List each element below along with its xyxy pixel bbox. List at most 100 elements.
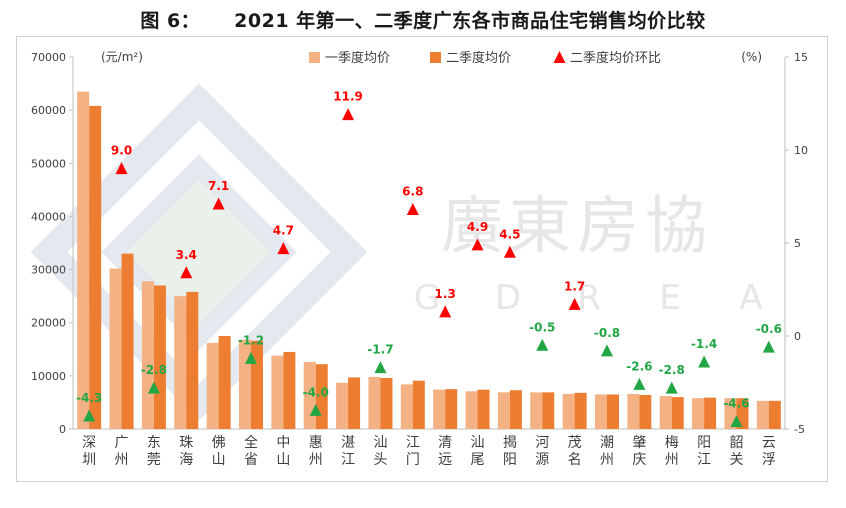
bar-q2-12	[477, 389, 490, 429]
change-marker-8	[342, 108, 355, 121]
bar-q2-5	[251, 340, 263, 429]
change-marker-13	[503, 245, 516, 258]
bar-q1-4	[206, 342, 219, 429]
bar-q2-1	[121, 253, 134, 429]
change-label-6: 4.7	[273, 224, 294, 238]
right-tick-label: 10	[794, 144, 808, 157]
bar-q1-13	[497, 392, 510, 429]
category-label-5: 全省	[244, 434, 258, 468]
marker-series-group: -4.3 9.0 -2.8 3.4 7.1 -1.2 4.7 -4.0 11.9 -1.7 6.8 1…	[76, 90, 782, 428]
bar-q1-10	[400, 384, 413, 429]
bar-q1-21	[756, 400, 769, 429]
category-label-4: 佛山	[212, 435, 226, 468]
watermark-letter: A	[739, 278, 762, 318]
category-label-16: 潮州	[600, 435, 614, 468]
change-marker-9	[374, 361, 387, 374]
category-label-1: 广州	[115, 435, 129, 468]
bar-q2-13	[509, 390, 522, 429]
category-label-3: 珠海	[179, 435, 193, 468]
left-axis-unit: (元/m²)	[101, 50, 143, 64]
bar-q1-9	[368, 376, 381, 429]
change-marker-16	[601, 344, 613, 357]
change-label-10: 6.8	[402, 185, 423, 199]
category-label-20: 韶关	[729, 435, 743, 468]
watermark-letter: G	[414, 278, 440, 318]
bar-q2-21	[768, 400, 781, 429]
bar-q2-17	[639, 394, 652, 429]
category-label-7: 惠州	[309, 435, 323, 468]
bar-q2-0	[89, 105, 102, 430]
right-tick-label: 15	[794, 51, 808, 64]
bar-q1-3	[174, 296, 187, 429]
category-label-14: 河源	[535, 435, 549, 468]
bar-q2-19	[704, 397, 717, 429]
bar-q1-0	[77, 91, 90, 430]
legend-label-2: 二季度均价环比	[570, 50, 661, 66]
category-label-0: 深圳	[82, 435, 96, 468]
figure-number: 图 6：	[140, 10, 201, 32]
change-label-15: 1.7	[564, 279, 585, 293]
change-label-18: -2.8	[659, 363, 685, 377]
left-tick-label: 60000	[31, 104, 66, 117]
change-label-5: -1.2	[238, 333, 264, 347]
change-label-16: -0.8	[594, 326, 620, 340]
change-marker-0	[83, 409, 96, 422]
bar-q2-15	[574, 392, 587, 429]
left-tick-label: 50000	[31, 157, 66, 170]
bar-q1-2	[141, 281, 154, 429]
category-label-10: 江门	[406, 435, 420, 468]
category-label-6: 中山	[276, 435, 290, 468]
change-label-7: -4.0	[303, 385, 329, 399]
category-labels: 深圳广州东莞珠海佛山全省中山惠州湛江汕头江门清远汕尾揭阳河源茂名潮州肇庆梅州阳江…	[82, 434, 776, 468]
change-label-20: -4.6	[723, 397, 749, 411]
change-marker-4	[212, 197, 225, 210]
category-label-13: 揭阳	[503, 435, 517, 468]
change-label-12: 4.9	[467, 220, 488, 234]
bar-q1-19	[692, 398, 705, 429]
left-tick-label: 70000	[31, 51, 66, 64]
change-marker-19	[698, 355, 711, 368]
bar-q1-12	[465, 391, 478, 429]
bar-series-group	[77, 91, 781, 430]
watermark-letter: E	[659, 278, 680, 318]
category-label-18: 梅州	[665, 435, 679, 468]
left-tick-label: 0	[59, 423, 66, 436]
change-label-11: 1.3	[435, 287, 456, 301]
change-marker-11	[439, 305, 452, 318]
category-label-21: 云浮	[762, 435, 776, 468]
bar-q2-10	[412, 380, 425, 429]
category-label-12: 汕尾	[471, 435, 485, 468]
legend-swatch-1	[430, 52, 441, 63]
chart-title: 图 6： 2021 年第一、二季度广东各市商品住宅销售均价比较	[0, 6, 846, 33]
legend: 一季度均价 二季度均价 二季度均价环比	[309, 50, 661, 66]
category-label-17: 肇庆	[632, 435, 646, 468]
legend-swatch-0	[309, 52, 320, 63]
change-marker-5	[245, 351, 257, 364]
bar-q2-4	[218, 336, 231, 429]
legend-swatch-2	[553, 51, 566, 63]
category-label-15: 茂名	[568, 434, 582, 468]
bar-q1-16	[595, 394, 607, 429]
left-axis: 0 10000 20000 30000 40000 50000 60000 70000 (元/m…	[31, 50, 785, 436]
bar-q1-8	[336, 382, 349, 429]
bar-q2-9	[380, 377, 393, 429]
change-marker-10	[406, 203, 419, 216]
right-axis: -5 0 5 10 15 (%)	[741, 50, 808, 436]
bar-q1-15	[562, 393, 575, 429]
right-axis-unit: (%)	[741, 50, 762, 64]
figure-title: 2021 年第一、二季度广东各市商品住宅销售均价比较	[234, 10, 706, 32]
category-label-9: 汕头	[373, 435, 387, 468]
left-tick-label: 30000	[31, 264, 66, 277]
bar-q2-6	[283, 351, 296, 429]
change-label-0: -4.3	[76, 391, 102, 405]
change-label-9: -1.7	[367, 343, 393, 357]
change-label-1: 9.0	[111, 144, 132, 158]
category-label-2: 东莞	[147, 435, 161, 468]
bar-q1-14	[530, 392, 543, 429]
change-marker-21	[762, 340, 775, 353]
bar-q2-18	[671, 397, 684, 429]
left-tick-label: 10000	[31, 370, 66, 383]
watermark-letter: D	[495, 278, 521, 318]
change-label-17: -2.6	[626, 359, 652, 373]
